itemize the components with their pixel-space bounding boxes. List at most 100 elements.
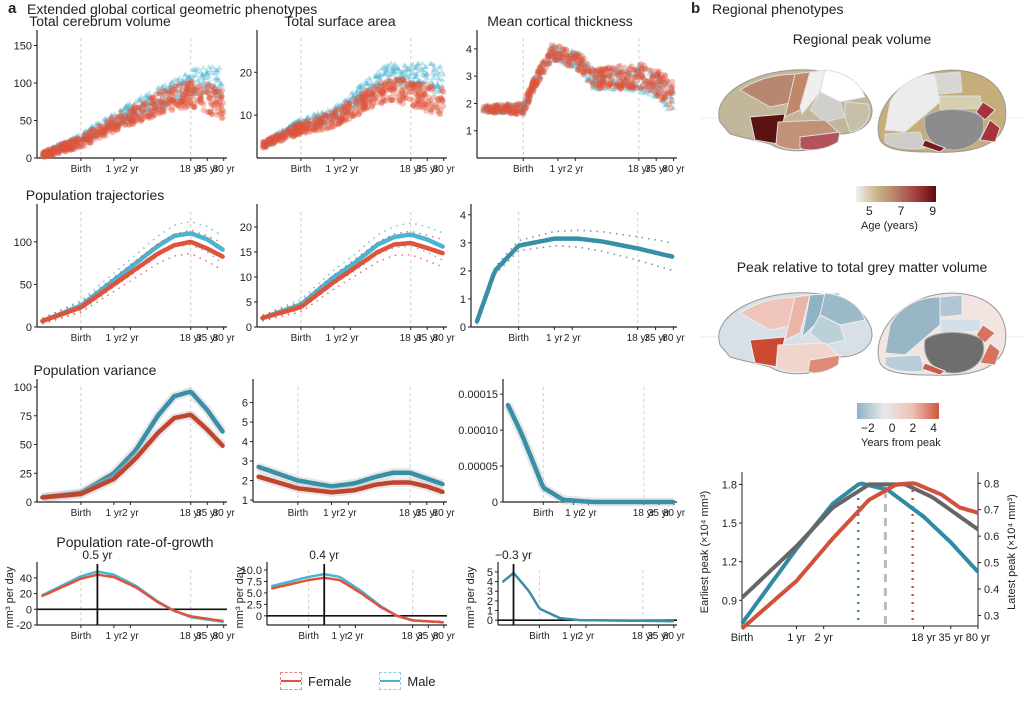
scatter-point [324, 107, 331, 113]
scatter-point [148, 110, 155, 117]
scatter-point [297, 128, 304, 135]
scatter-point [191, 67, 198, 73]
scatter-point [129, 121, 136, 128]
scatter-point [154, 105, 161, 112]
scatter-point [63, 146, 70, 152]
scatter-point [390, 65, 397, 71]
scatter-point [319, 114, 326, 120]
scatter-point [100, 133, 107, 140]
scatter-point [263, 139, 270, 145]
scatter-point [402, 83, 409, 89]
scatter-point [335, 121, 342, 128]
scatter-point [121, 108, 128, 114]
scatter-point [260, 140, 267, 146]
scatter-point [46, 146, 53, 153]
scatter-point [373, 83, 380, 90]
scatter-point [72, 135, 79, 141]
scatter-point [159, 99, 166, 106]
scatter-point [289, 130, 296, 136]
scatter-point [423, 78, 430, 84]
scatter-point [94, 126, 101, 133]
scatter-point [288, 121, 295, 127]
scatter-point [53, 142, 60, 148]
scatter-point [187, 98, 194, 105]
scatter-point [206, 63, 213, 69]
scatter-point [151, 97, 158, 104]
scatter-point [304, 114, 311, 120]
scatter-point [171, 89, 178, 96]
scatter-point [266, 141, 273, 148]
scatter-point [198, 85, 205, 92]
scatter-point [127, 101, 134, 107]
scatter-point [359, 87, 366, 93]
scatter-point [68, 145, 75, 152]
scatter-point [162, 88, 169, 95]
scatter-point [128, 106, 135, 113]
scatter-point [132, 98, 139, 104]
variance-band [42, 410, 226, 502]
scatter-point [185, 73, 192, 79]
scatter-point [360, 97, 367, 103]
scatter-point [312, 119, 319, 125]
scatter-point [155, 109, 162, 116]
scatter-point [100, 117, 107, 123]
scatter-point [428, 60, 435, 66]
scatter-point [394, 64, 401, 70]
scatter-point [347, 99, 354, 105]
scatter-point [95, 129, 102, 136]
scatter-point [388, 60, 395, 66]
scatter-point [142, 100, 149, 107]
scatter-point [43, 150, 50, 156]
scatter-point [353, 100, 360, 107]
scatter-point [159, 92, 166, 98]
scatter-point [280, 130, 287, 136]
scatter-point [60, 145, 67, 151]
peak-volume-title: Regional peak volume [792, 31, 932, 47]
scatter-point [40, 150, 47, 157]
scatter-point [167, 97, 174, 104]
scatter-point [349, 113, 356, 120]
scatter-point [44, 148, 51, 154]
scatter-point [265, 137, 272, 143]
scatter-point [154, 107, 161, 114]
scatter-point [305, 114, 312, 120]
scatter-point [169, 107, 176, 114]
scatter-point [361, 91, 368, 97]
scatter-point [299, 124, 306, 131]
scatter-point [390, 70, 397, 76]
scatter-point [201, 83, 208, 89]
scatter-point [139, 106, 146, 113]
scatter-point [150, 112, 157, 119]
scatter-point [213, 99, 220, 106]
scatter-point [128, 108, 135, 115]
scatter-point [295, 124, 302, 130]
scatter-point [184, 90, 191, 97]
scatter-point [51, 146, 58, 153]
scatter-point [100, 126, 107, 133]
scatter-point [418, 65, 425, 71]
scatter-point [149, 100, 156, 107]
scatter-point [350, 104, 357, 110]
scatter-point [391, 67, 398, 73]
y-tick-label: 10 [240, 110, 252, 122]
scatter-point [149, 95, 156, 102]
y-tick-label: 0 [492, 497, 498, 509]
scatter-point [56, 143, 63, 149]
scatter-point [59, 144, 66, 150]
scatter-point [377, 75, 384, 81]
scatter-point [393, 94, 400, 101]
scatter-point [164, 98, 171, 104]
scatter-point [286, 131, 293, 137]
scatter-point [367, 76, 374, 82]
scatter-point [336, 103, 343, 109]
scatter-point [163, 94, 170, 101]
scatter-point [184, 80, 191, 87]
scatter-point [266, 137, 273, 143]
scatter-point [92, 132, 99, 138]
scatter-point [338, 103, 345, 109]
scatter-point [51, 146, 58, 153]
scatter-point [285, 124, 292, 130]
scatter-point [80, 138, 87, 144]
scatter-point [156, 103, 163, 110]
